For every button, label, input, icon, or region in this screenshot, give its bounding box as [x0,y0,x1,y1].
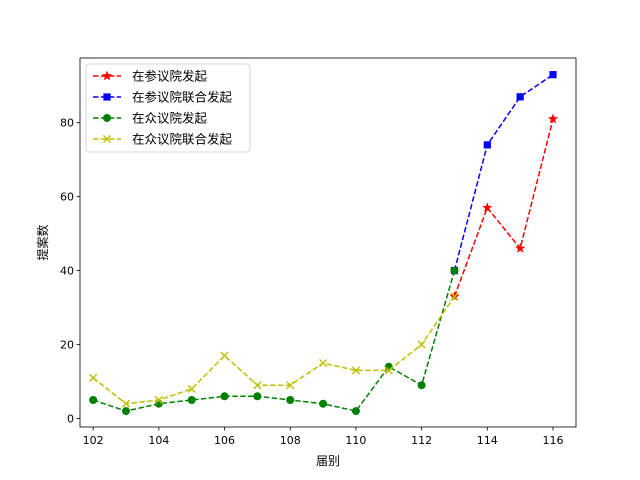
data-point [318,358,328,368]
y-axis: 0 20 40 60 80 [60,117,80,425]
data-point [89,373,98,382]
series-0 [449,113,559,301]
data-point [89,396,98,405]
data-point [286,396,295,405]
x-tick-label: 114 [477,434,498,447]
series-line-3 [92,296,456,405]
y-tick-label: 40 [60,265,74,278]
data-point [351,407,360,416]
data-point [154,395,163,405]
x-tick-label: 112 [411,434,432,447]
data-point [417,340,426,349]
legend-marker [103,93,111,101]
data-point [351,366,361,375]
y-axis-label: 提案数 [35,224,50,260]
legend-label: 在参议院联合发起 [132,90,233,105]
series-line-2 [92,270,456,412]
legend-entry: 在众议院联合发起 [93,132,233,147]
plot-frame [79,57,577,428]
legend-entry: 在参议院联合发起 [93,90,233,105]
series-1 [450,71,557,275]
y-tick-label: 20 [60,339,74,352]
series-2 [89,266,459,416]
series-3 [89,292,459,408]
legend-marker [102,134,112,144]
legend-entry: 在众议院发起 [93,111,208,126]
data-point [187,384,196,394]
data-point [253,392,262,401]
data-point [384,366,393,375]
data-point [547,113,559,124]
y-tick-label: 60 [60,191,74,204]
x-axis-label: 届别 [316,454,340,468]
x-axis: 102 104 106 108 110 112 114 116 [83,427,564,447]
data-point [482,202,493,213]
y-tick-label: 80 [60,117,74,130]
data-point [253,381,262,390]
data-point [417,381,426,390]
data-point [319,399,328,408]
legend-label: 在参议院发起 [132,69,208,84]
x-tick-label: 116 [543,434,564,447]
x-tick-label: 108 [280,434,301,447]
legend-marker [103,114,111,122]
series-line-1 [453,74,554,271]
data-point [121,399,131,408]
y-tick-label: 0 [67,412,74,425]
data-point [220,392,229,401]
legend-label: 在众议院联合发起 [132,132,233,147]
data-point [187,396,196,405]
data-point [286,381,295,390]
series-layer [89,71,559,416]
data-point [514,242,526,253]
x-tick-label: 110 [345,434,366,447]
data-point [121,407,130,416]
x-tick-label: 106 [214,434,235,447]
legend-frame [85,63,251,153]
legend-entry: 在参议院发起 [93,69,208,84]
data-point [450,292,459,301]
legend-label: 在众议院发起 [132,111,208,126]
series-line-0 [453,118,554,297]
x-tick-label: 102 [83,434,104,447]
data-point [483,141,491,149]
x-tick-label: 104 [148,434,169,447]
legend-marker [101,70,113,81]
data-point [450,266,459,275]
data-point [516,93,524,101]
data-point [220,351,229,360]
data-point [549,71,557,79]
